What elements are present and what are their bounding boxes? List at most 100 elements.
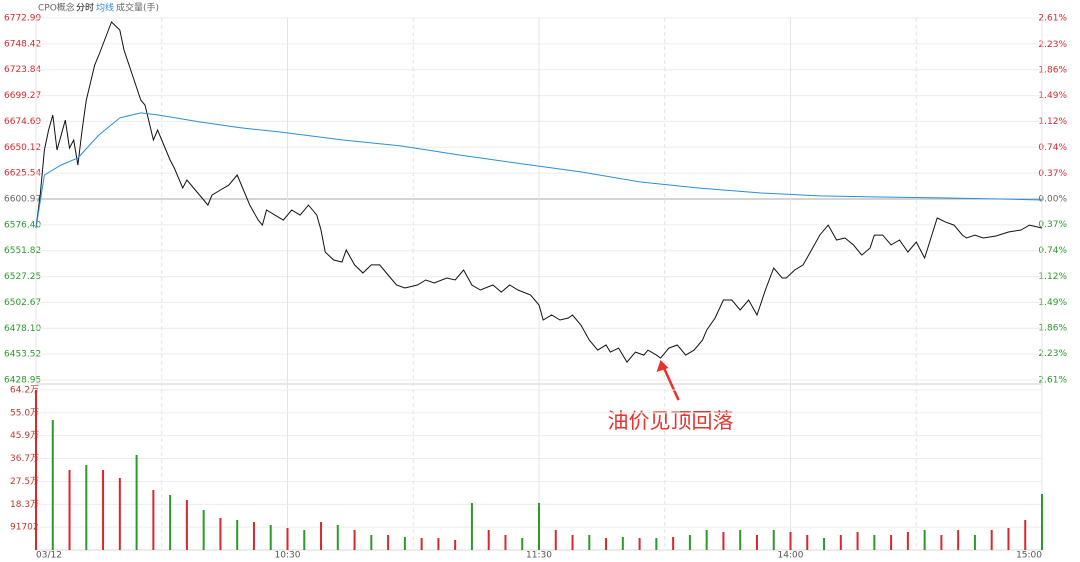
volume-bar <box>102 470 105 550</box>
y2-tick-label: 2.23% <box>1038 349 1067 359</box>
volume-bar <box>940 534 943 550</box>
volume-bar <box>772 530 775 550</box>
x-tick-label: 11:30 <box>526 551 552 561</box>
y-tick-label: 6453.52 <box>4 350 41 360</box>
y-tick-label: 6478.10 <box>4 324 41 334</box>
legend-label: 分时 <box>76 2 94 14</box>
y-tick-label: 91702 <box>10 523 39 533</box>
y-tick-label: 6428.95 <box>4 376 41 386</box>
y-tick-label: 6600.97 <box>4 195 41 205</box>
y2-tick-label: 0.74% <box>1038 246 1067 256</box>
y-tick-label: 64.2万 <box>10 386 39 396</box>
volume-bar <box>152 490 155 550</box>
volume-bar <box>638 538 641 550</box>
x-tick-label: 03/12 <box>36 551 62 561</box>
volume-bar <box>403 536 406 550</box>
y-tick-label: 6723.84 <box>4 65 41 75</box>
y-tick-label: 6551.82 <box>4 246 41 256</box>
volume-bar <box>370 534 373 550</box>
volume-bar <box>672 536 675 550</box>
volume-bar <box>185 500 188 550</box>
y2-tick-label: 0.37% <box>1038 169 1067 179</box>
volume-bar <box>320 522 323 550</box>
volume-bar <box>605 538 608 550</box>
y-tick-label: 6748.42 <box>4 39 41 49</box>
volume-bar <box>135 455 138 550</box>
volume-bar <box>655 538 658 550</box>
volume-bar <box>118 478 121 550</box>
volume-bar <box>588 534 591 550</box>
volume-bar <box>85 465 88 550</box>
y2-tick-label: 0.00% <box>1038 195 1067 205</box>
y2-tick-label: 1.12% <box>1038 272 1067 282</box>
annotation-arrow <box>662 366 680 401</box>
y-tick-label: 6674.69 <box>4 117 41 127</box>
volume-bar <box>1024 519 1027 550</box>
volume-bar <box>957 530 960 550</box>
volume-bar <box>454 540 457 550</box>
y-tick-label: 6625.54 <box>4 169 41 179</box>
annotation-arrowhead <box>656 360 669 373</box>
volume-bar <box>839 534 842 550</box>
volume-bar <box>571 534 574 550</box>
chart-title: CPO概念 <box>38 2 75 14</box>
volume-bar <box>35 390 37 550</box>
volume-bar <box>51 420 54 550</box>
volume-bar <box>487 530 490 550</box>
volume-bar <box>890 534 893 550</box>
y-tick-label: 6699.27 <box>4 91 41 101</box>
volume-bar <box>538 502 540 550</box>
volume-bar <box>252 522 255 550</box>
volume-bar <box>873 534 876 550</box>
volume-title: 成交量(手) <box>116 2 159 14</box>
y2-tick-label: 0.74% <box>1038 143 1067 153</box>
y-tick-label: 45.9万 <box>10 431 39 441</box>
volume-bar <box>521 538 524 550</box>
y2-tick-label: 2.23% <box>1038 40 1067 50</box>
volume-bar <box>823 538 826 550</box>
volume-bar <box>470 502 473 550</box>
volume-bar <box>1041 494 1043 550</box>
volume-bar <box>353 530 356 550</box>
y-tick-label: 6772.99 <box>4 14 41 24</box>
volume-bar <box>856 532 859 550</box>
volume-bar <box>1007 527 1010 550</box>
volume-bar <box>705 530 708 550</box>
volume-bar <box>303 530 306 550</box>
volume-bar <box>202 510 205 550</box>
y-tick-label: 18.3万 <box>10 500 39 510</box>
volume-bar <box>169 494 172 550</box>
volume-bar <box>973 534 976 550</box>
volume-bar <box>688 534 691 550</box>
volume-bar <box>554 530 557 550</box>
volume-bar <box>789 532 792 550</box>
price-line <box>35 112 1043 229</box>
volume-bar <box>990 530 993 550</box>
y-tick-label: 27.5万 <box>10 477 39 487</box>
volume-bar <box>437 538 440 550</box>
x-tick-label: 14:00 <box>778 551 804 561</box>
y2-tick-label: 1.49% <box>1038 298 1067 308</box>
y2-tick-label: 0.37% <box>1038 220 1067 230</box>
price-line <box>35 21 1043 363</box>
volume-bar <box>722 532 725 550</box>
y-tick-label: 55.0万 <box>10 408 39 418</box>
volume-bar <box>621 536 624 550</box>
volume-bar <box>906 532 909 550</box>
y2-tick-label: 1.86% <box>1038 323 1067 333</box>
y-tick-label: 6650.12 <box>4 143 41 153</box>
volume-bar <box>420 538 423 550</box>
y-tick-label: 6576.40 <box>4 220 41 230</box>
y-tick-label: 36.7万 <box>10 454 39 464</box>
y2-tick-label: 1.86% <box>1038 66 1067 76</box>
volume-bar <box>755 534 758 550</box>
y-tick-label: 6527.25 <box>4 272 41 282</box>
volume-bar <box>269 525 272 550</box>
volume-bar <box>236 519 239 550</box>
volume-bar <box>68 470 71 550</box>
x-tick-label: 15:00 <box>1016 551 1042 561</box>
y-tick-label: 6502.67 <box>4 298 41 308</box>
volume-bar <box>923 530 926 550</box>
